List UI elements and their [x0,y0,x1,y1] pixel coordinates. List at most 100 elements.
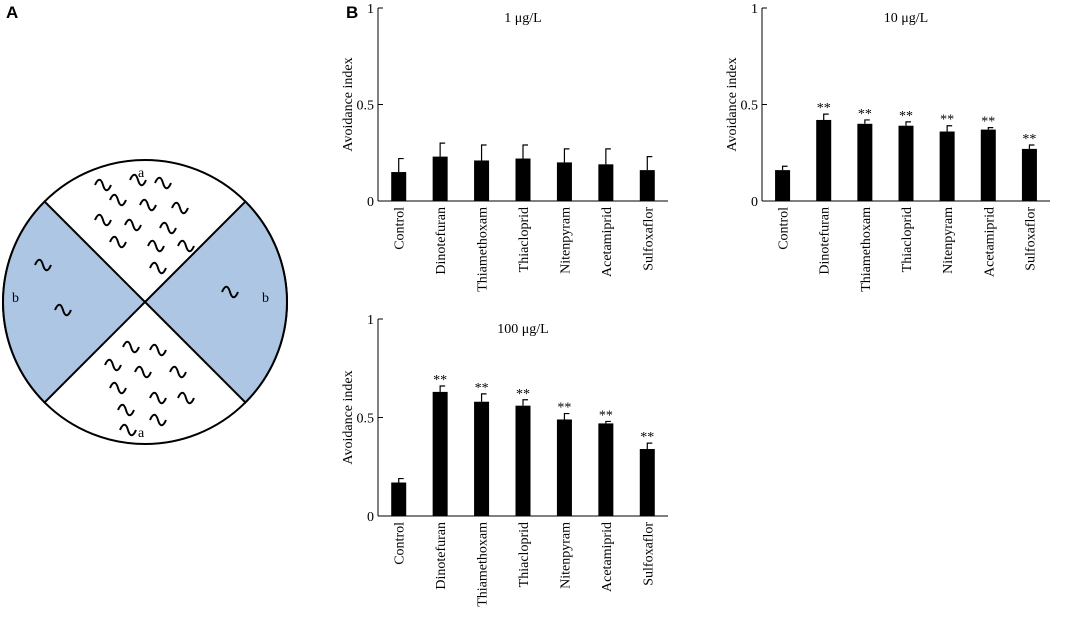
chart-title: 1 μg/L [504,11,541,26]
error-bar [781,165,788,171]
bar [556,162,572,201]
zone-label: a [138,166,145,181]
x-tick-label: Control [393,207,408,250]
worm [119,423,137,437]
x-tick-label: Control [777,207,792,250]
chart-title: 100 μg/L [497,322,548,337]
bar [474,160,490,201]
worm [129,173,147,187]
significance-label: ** [475,381,489,396]
bar [816,119,832,201]
y-tick-label: 0 [751,195,758,210]
worm [109,235,127,249]
panel-label: A [6,3,18,22]
panel-label: B [346,3,358,22]
y-tick-label: 0.5 [357,412,375,427]
worm [94,213,112,227]
zone-label: b [262,291,269,306]
worm [149,391,167,405]
y-axis-label: Avoidance index [341,370,356,464]
significance-label: ** [1022,132,1036,147]
worm [149,413,167,427]
worm [134,365,152,379]
bar [556,419,572,516]
bar [515,158,531,201]
bar [432,156,448,201]
y-axis-label: Avoidance index [341,57,356,151]
worm [147,239,165,253]
bar [1021,148,1037,201]
error-bar [864,119,870,124]
worm [177,239,195,253]
x-tick-label: Dinotefuran [434,207,449,275]
zone-b [143,200,288,404]
x-tick-label: Thiacloprid [517,522,532,587]
y-tick-label: 0 [367,195,374,210]
bar [639,449,655,516]
worm [124,218,142,232]
x-tick-label: Nitenpyram [558,207,573,274]
error-bar [439,385,446,392]
significance-label: ** [640,430,654,445]
significance-label: ** [940,113,954,128]
y-tick-label: 1 [367,313,374,328]
x-tick-label: Acetamiprid [600,522,615,592]
significance-label: ** [981,115,995,130]
significance-label: ** [817,101,831,116]
bar [939,131,955,201]
x-tick-label: Sulfoxaflor [1023,207,1038,271]
significance-label: ** [516,387,530,402]
bar [598,423,614,516]
error-bar [563,148,570,163]
zone-label: b [12,291,19,306]
worm [154,176,172,190]
error-bar [905,121,911,126]
error-bar [480,144,487,161]
worm [221,285,239,299]
worm [169,365,187,379]
worm [34,258,52,272]
worm [109,381,127,395]
worm [104,358,122,372]
x-tick-label: Thiamethoxam [476,522,491,607]
worm [122,340,140,354]
x-tick-label: Nitenpyram [558,522,573,589]
worm [139,198,157,212]
bar [857,123,873,201]
worm [149,261,167,275]
x-tick-label: Control [393,522,408,565]
bar [775,170,791,201]
error-bar [398,477,404,483]
error-bar [646,156,653,171]
zone-label: a [138,426,145,441]
x-tick-label: Acetamiprid [600,207,615,277]
bar [598,164,614,201]
y-tick-label: 1 [751,2,758,17]
x-tick-label: Thiacloprid [900,207,915,272]
error-bar [522,399,528,406]
worms [34,173,239,437]
error-bar [398,157,404,173]
worm [171,201,189,215]
x-tick-label: Acetamiprid [982,207,997,277]
zone-b [2,200,147,404]
bar [432,391,448,516]
error-bar [946,125,953,132]
y-tick-label: 0.5 [357,99,375,114]
bar [474,401,490,516]
significance-label: ** [858,107,872,122]
worm [159,221,177,235]
y-tick-label: 0.5 [741,99,759,114]
x-tick-label: Dinotefuran [434,522,449,590]
x-tick-label: Sulfoxaflor [641,522,656,586]
worm [54,303,72,317]
bar [639,170,655,201]
y-axis-label: Avoidance index [725,57,740,151]
error-bar [563,412,570,420]
y-tick-label: 0 [367,510,374,525]
bar [391,482,407,516]
x-tick-label: Thiamethoxam [859,207,874,292]
bar [515,405,531,516]
error-bar [439,142,446,157]
